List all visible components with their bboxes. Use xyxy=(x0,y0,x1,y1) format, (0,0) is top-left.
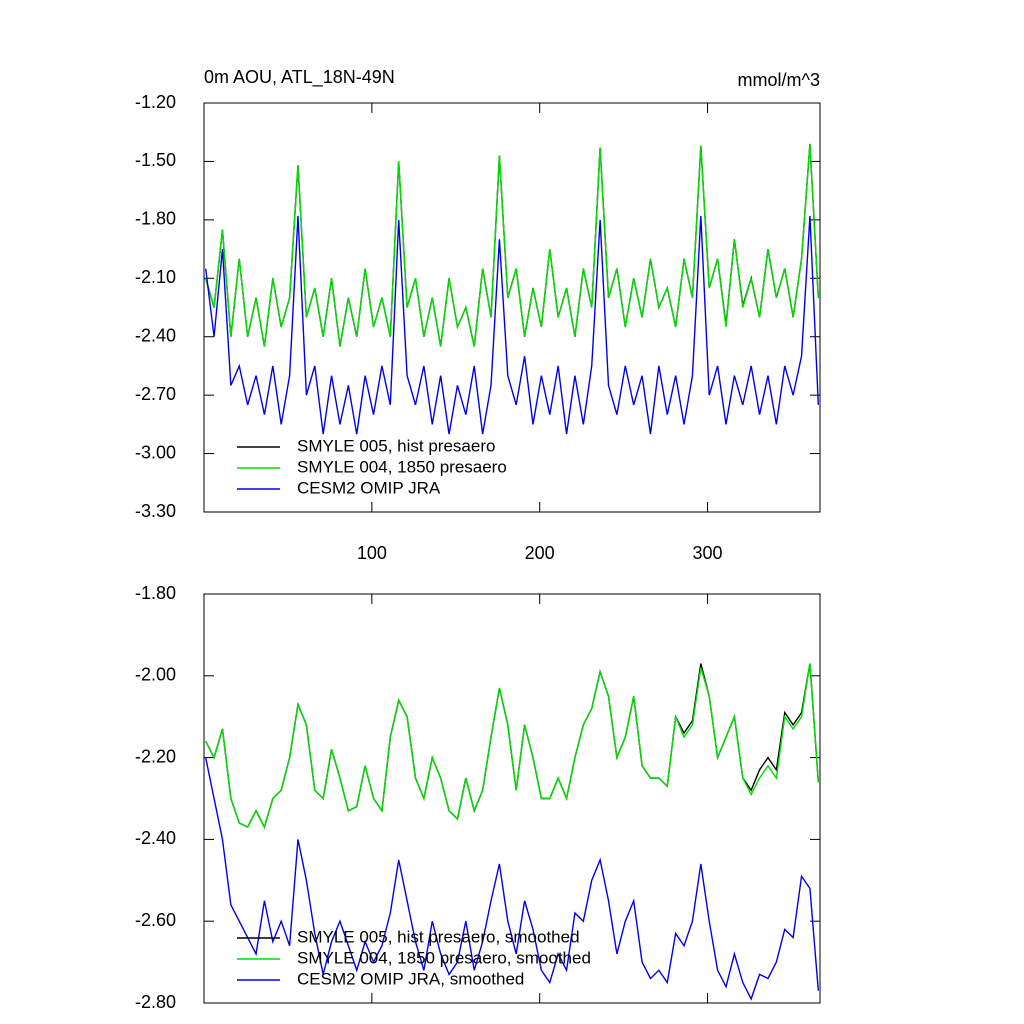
legend-label: SMYLE 005, hist presaero, smoothed xyxy=(297,927,580,946)
y-tick-label: -2.60 xyxy=(135,910,176,930)
y-tick-label: -2.40 xyxy=(135,325,176,345)
legend-label: CESM2 OMIP JRA, smoothed xyxy=(297,969,524,988)
y-tick-label: -3.30 xyxy=(135,501,176,521)
unit-label: mmol/m^3 xyxy=(738,70,820,90)
x-tick-label: 200 xyxy=(525,543,555,563)
y-tick-label: -2.80 xyxy=(135,992,176,1012)
x-tick-label: 100 xyxy=(357,543,387,563)
series-line xyxy=(204,215,820,435)
y-tick-label: -2.00 xyxy=(135,665,176,685)
legend-label: SMYLE 005, hist presaero xyxy=(297,436,495,455)
y-tick-label: -3.00 xyxy=(135,442,176,462)
y-tick-label: -1.50 xyxy=(135,150,176,170)
y-tick-label: -2.40 xyxy=(135,828,176,848)
y-tick-label: -1.80 xyxy=(135,209,176,229)
series-line xyxy=(205,663,820,830)
y-tick-label: -2.10 xyxy=(135,267,176,287)
legend-label: CESM2 OMIP JRA xyxy=(297,478,441,497)
plot-frame xyxy=(203,593,821,1004)
y-tick-label: -1.80 xyxy=(135,583,176,603)
legend-label: SMYLE 004, 1850 presaero, smoothed xyxy=(297,948,591,967)
series-line xyxy=(205,663,820,830)
y-tick-label: -1.20 xyxy=(135,92,176,112)
series-line xyxy=(205,143,820,347)
x-tick-label: 300 xyxy=(693,543,723,563)
y-tick-label: -2.20 xyxy=(135,746,176,766)
legend-label: SMYLE 004, 1850 presaero xyxy=(297,457,507,476)
plot-frame xyxy=(203,102,821,513)
series-line xyxy=(204,757,820,1001)
y-tick-label: -2.70 xyxy=(135,384,176,404)
chart-title: 0m AOU, ATL_18N-49N xyxy=(204,67,395,88)
